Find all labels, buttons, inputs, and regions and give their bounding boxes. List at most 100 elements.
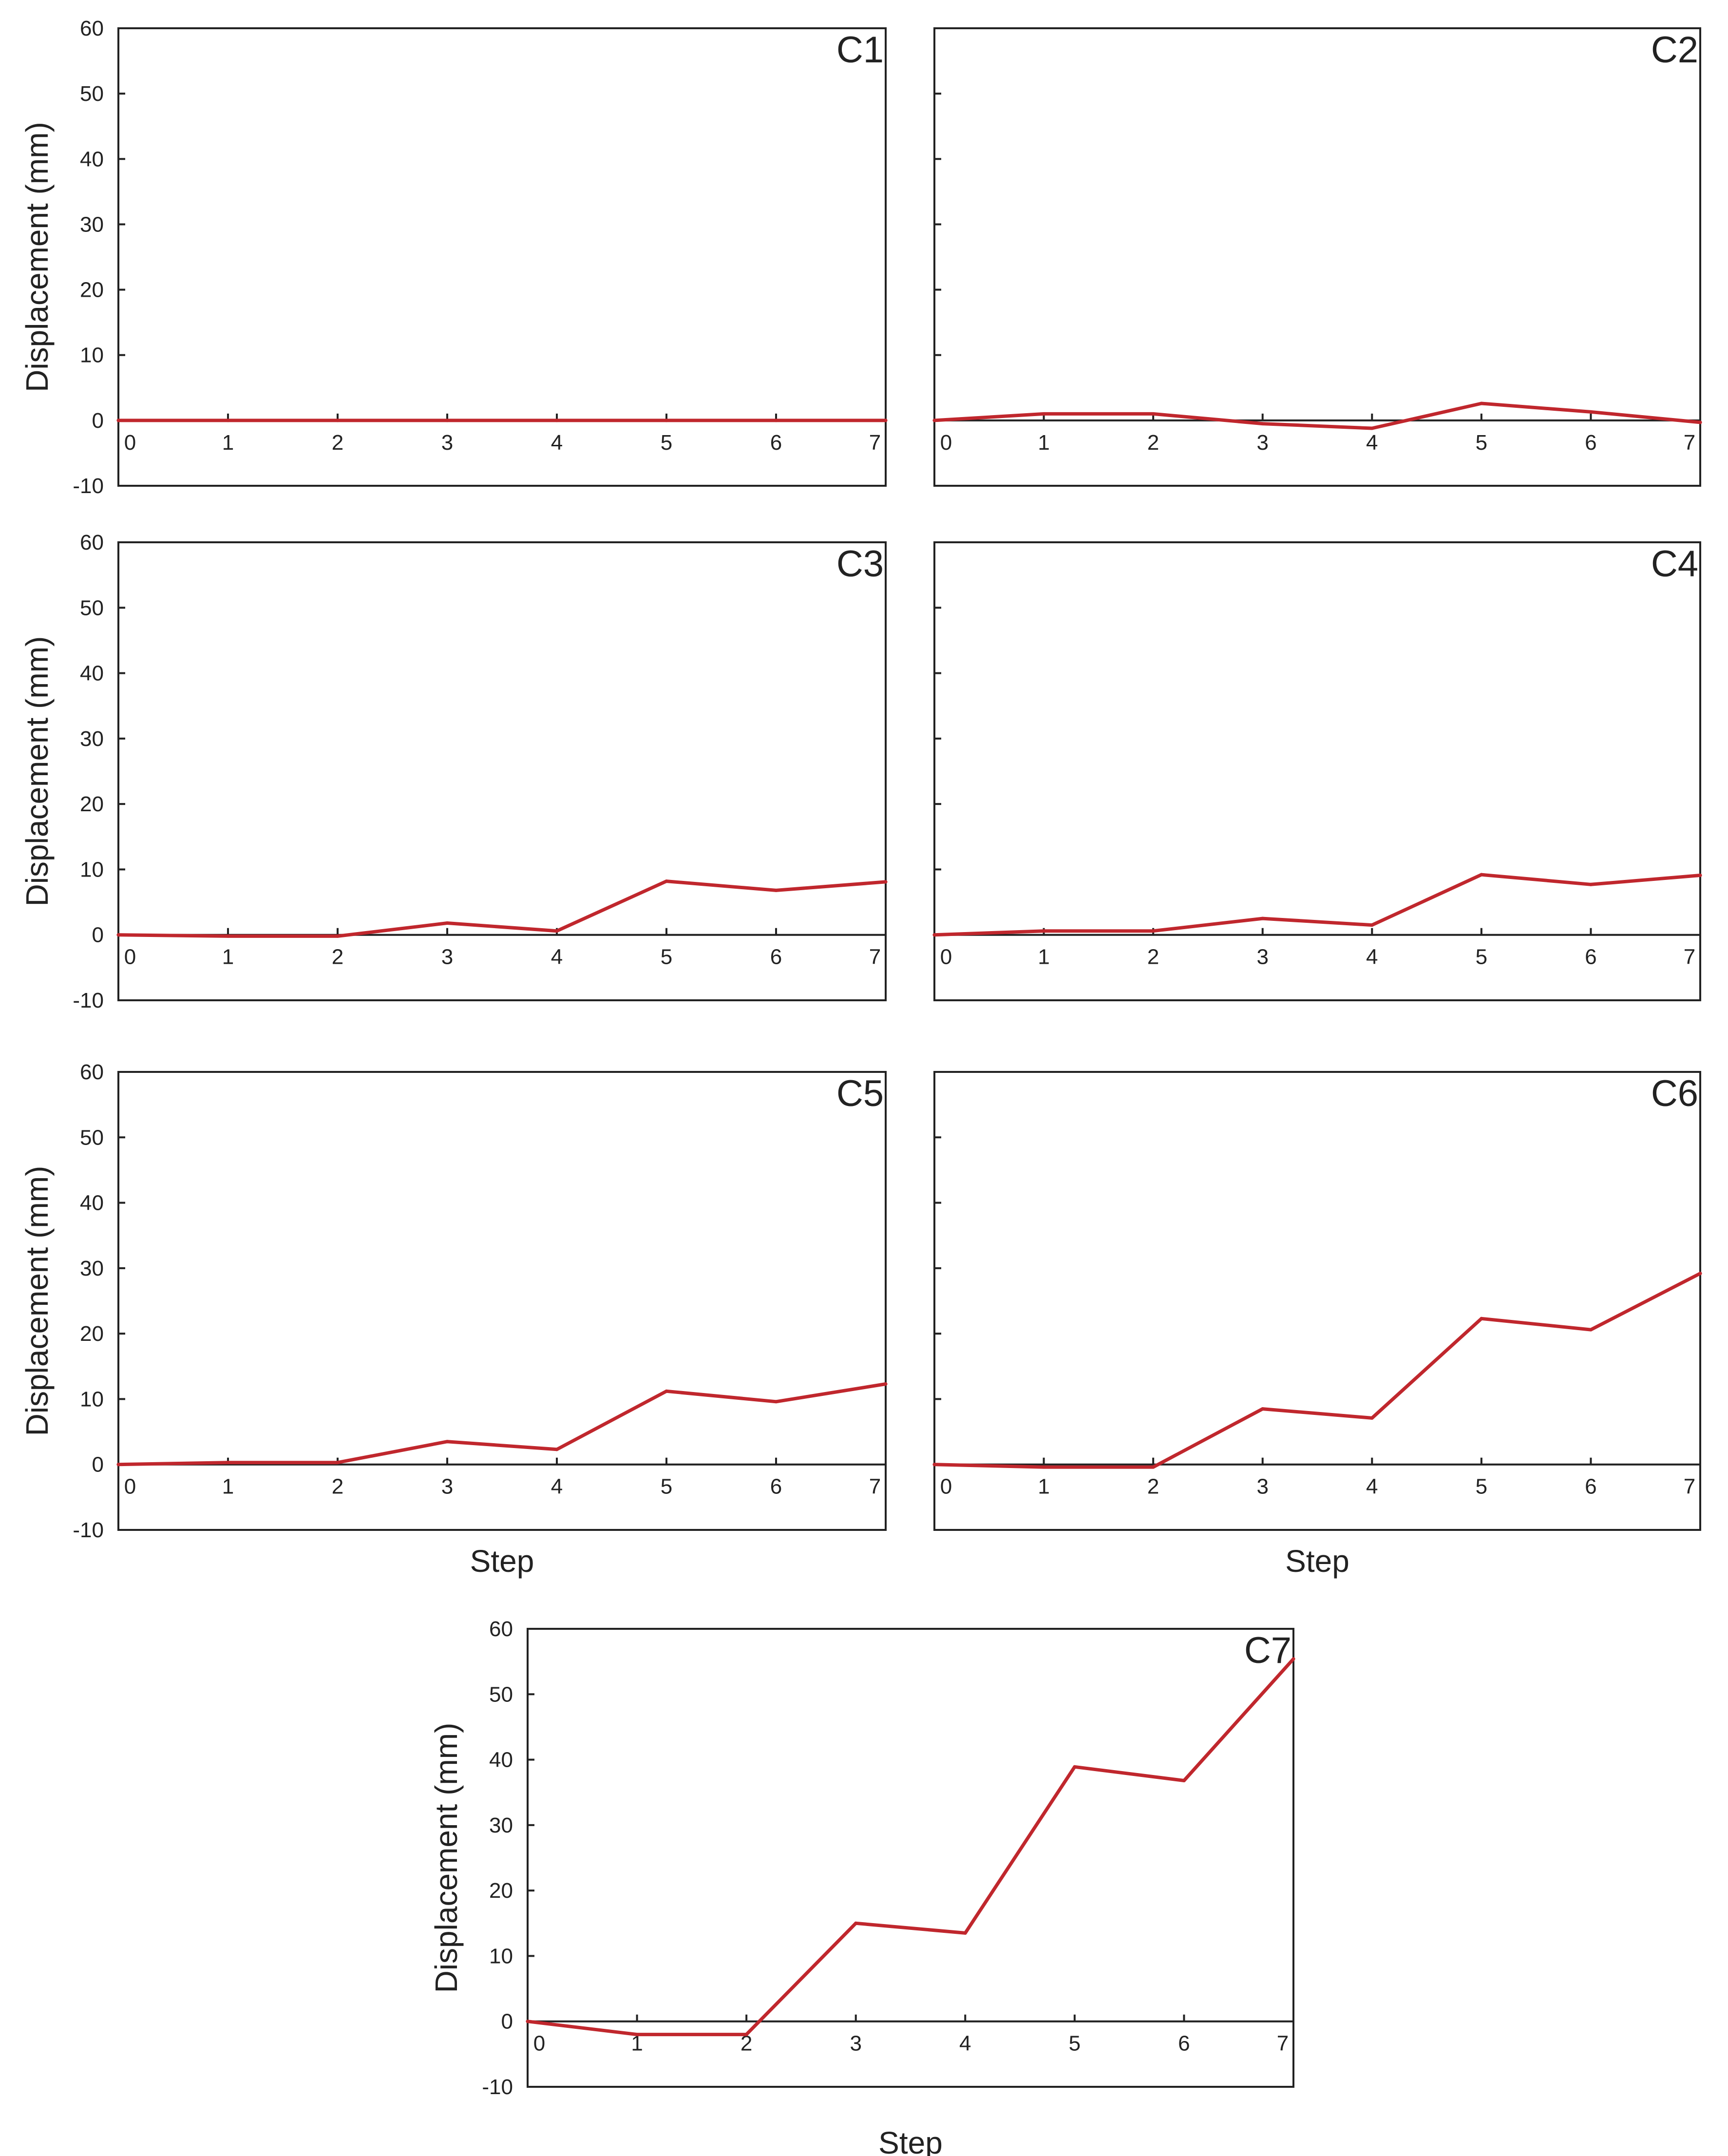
data-point [1042, 412, 1046, 416]
y-tick-label: -10 [73, 1518, 104, 1542]
data-point [665, 879, 668, 883]
data-point [774, 888, 778, 892]
x-tick-label: 4 [1366, 945, 1378, 969]
plot-frame [527, 1628, 1294, 2088]
x-tick-label: 2 [1147, 1475, 1159, 1499]
x-tick-label: 5 [1476, 431, 1487, 455]
y-tick-label: 50 [489, 1682, 513, 1706]
x-tick-label: 5 [1476, 1475, 1487, 1499]
panel-label: C6 [1651, 1073, 1698, 1114]
data-point [555, 1448, 559, 1451]
y-tick-label: 10 [80, 858, 104, 881]
x-tick-label: 6 [770, 945, 782, 969]
y-tick-label: 20 [80, 792, 104, 816]
chart-panel-c2: 0 1 2 3 4 5 6 7 C2 [932, 27, 1702, 487]
y-tick-label: 40 [80, 662, 104, 686]
data-point [1480, 401, 1483, 405]
x-tick-label: 3 [1256, 945, 1268, 969]
data-point [445, 1440, 449, 1444]
data-point [555, 419, 559, 422]
y-tick-label: 60 [80, 17, 104, 40]
x-tick-label: 1 [222, 1475, 234, 1499]
data-point [116, 1463, 120, 1467]
x-tick-label: 4 [959, 2032, 971, 2056]
y-tick-label: 10 [80, 1387, 104, 1411]
panel-label: C3 [836, 543, 884, 585]
x-tick-label: 2 [1147, 431, 1159, 455]
x-tick-label: 0 [940, 1475, 952, 1499]
y-tick-label: 60 [80, 1060, 104, 1084]
data-point [116, 933, 120, 937]
data-point [1261, 422, 1265, 426]
series-line-c6 [932, 1272, 1702, 1469]
x-tick-label: 1 [222, 431, 234, 455]
y-tick-label: 0 [92, 923, 104, 947]
data-point [884, 880, 888, 884]
series-line-c2 [932, 401, 1702, 430]
y-axis-title: Displacement (mm) [19, 636, 55, 907]
x-tick-label: 0 [940, 945, 952, 969]
panel-label: C4 [1651, 543, 1698, 585]
y-tick-label: 60 [489, 1617, 513, 1641]
y-tick-label: 60 [80, 531, 104, 554]
y-tick-label: -10 [482, 2075, 513, 2099]
x-tick-label: 1 [1038, 1475, 1049, 1499]
x-axis-title: Step [878, 2125, 943, 2156]
x-tick-label: 6 [1585, 431, 1596, 455]
data-point [774, 1400, 778, 1404]
data-point [1370, 426, 1374, 430]
data-point [1589, 882, 1593, 886]
x-tick-label: 7 [1684, 1475, 1695, 1499]
y-tick-label: 10 [489, 1944, 513, 1968]
x-tick-label: 0 [124, 1475, 136, 1499]
data-point [774, 419, 778, 422]
x-tick-label: 5 [661, 431, 672, 455]
x-tick-label: 6 [1585, 945, 1596, 969]
x-tick-label: 0 [124, 431, 136, 455]
data-point [1291, 1657, 1295, 1661]
data-point [744, 2033, 748, 2037]
data-point [1698, 420, 1702, 424]
x-tick-label: 2 [1147, 945, 1159, 969]
plot-frame [933, 541, 1701, 1001]
x-tick-label: 7 [1277, 2032, 1289, 2056]
chart-panel-c6: 0 1 2 3 4 5 6 7 C6 Step [932, 1071, 1702, 1579]
x-tick-label: 7 [1684, 431, 1695, 455]
data-point [226, 934, 230, 938]
plot-frame [933, 1071, 1701, 1531]
data-point [1182, 1779, 1186, 1783]
panel-label: C1 [836, 29, 884, 71]
data-point [1370, 923, 1374, 927]
chart-panel-c3: 60 50 40 30 20 10 0 -10 0 1 2 3 4 5 6 7 C3 Displacement (… [19, 531, 888, 1012]
series-line-c4 [932, 873, 1702, 937]
plot-frame [117, 541, 887, 1001]
x-axis-title: Step [470, 1544, 534, 1579]
x-tick-label: 7 [869, 431, 881, 455]
panel-label: C2 [1651, 29, 1698, 71]
x-tick-label: 3 [441, 1475, 453, 1499]
data-point [665, 1389, 668, 1393]
x-tick-label: 3 [1256, 431, 1268, 455]
series-line-c5 [116, 1382, 888, 1467]
x-tick-label: 7 [869, 945, 881, 969]
x-tick-label: 4 [551, 1475, 563, 1499]
x-axis-title: Step [1285, 1544, 1349, 1579]
data-point [1042, 1465, 1046, 1469]
x-tick-label: 4 [551, 945, 563, 969]
data-point [1151, 412, 1155, 416]
x-tick-label: 5 [1069, 2032, 1081, 2056]
panel-label: C5 [836, 1073, 884, 1114]
y-tick-label: 10 [80, 343, 104, 367]
data-point [526, 2020, 530, 2023]
data-point [445, 419, 449, 422]
data-point [1589, 1328, 1593, 1332]
data-point [1698, 874, 1702, 878]
data-point [1261, 916, 1265, 920]
data-point [1151, 1465, 1155, 1469]
x-tick-label: 2 [332, 431, 343, 455]
panel-label: C7 [1244, 1630, 1291, 1671]
series-line-c3 [116, 879, 888, 938]
plot-frame [933, 27, 1701, 487]
